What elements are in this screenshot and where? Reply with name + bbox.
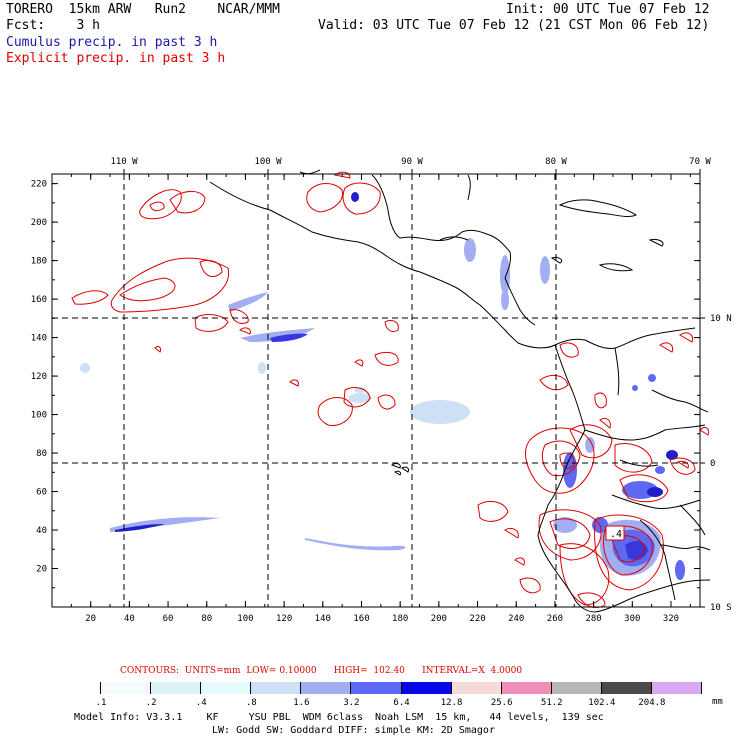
y-tick-label: 20 bbox=[36, 565, 47, 575]
x-tick-label: 280 bbox=[585, 614, 601, 624]
precip-shading bbox=[80, 192, 685, 580]
x-tick-label: 320 bbox=[663, 614, 679, 624]
valid-time: Valid: 03 UTC Tue 07 Feb 12 (21 CST Mon … bbox=[318, 18, 710, 33]
longitude-label: 100 W bbox=[254, 157, 282, 167]
x-tick-label: 220 bbox=[469, 614, 485, 624]
x-tick-label: 300 bbox=[624, 614, 640, 624]
x-tick-label: 260 bbox=[547, 614, 563, 624]
y-tick-label: 160 bbox=[31, 295, 47, 305]
coastlines bbox=[209, 169, 711, 613]
contours-info: CONTOURS: UNITS=mm LOW= 0.10000 HIGH= 10… bbox=[120, 666, 523, 676]
x-tick-label: 160 bbox=[353, 614, 369, 624]
y-tick-label: 200 bbox=[31, 218, 47, 228]
model-info: Model Info: V3.3.1 KF YSU PBL WDM 6class… bbox=[74, 712, 604, 723]
x-tick-label: 60 bbox=[163, 614, 174, 624]
svg-text:.4: .4 bbox=[610, 529, 622, 540]
longitude-labels: 110 W 100 W 90 W 80 W 70 W bbox=[110, 157, 711, 174]
y-tick-label: 120 bbox=[31, 372, 47, 382]
y-tick-label: 180 bbox=[31, 257, 47, 267]
lat-lon-grid bbox=[52, 174, 700, 607]
explicit-legend: Explicit precip. in past 3 h bbox=[6, 51, 226, 66]
y-tick-labels: 220 200 180 160 140 120 100 80 60 40 20 bbox=[31, 180, 47, 575]
x-tick-label: 180 bbox=[392, 614, 408, 624]
colorbar-unit: mm bbox=[712, 697, 723, 707]
cumulus-legend: Cumulus precip. in past 3 h bbox=[6, 35, 218, 50]
x-tick-label: 40 bbox=[124, 614, 135, 624]
y-tick-label: 140 bbox=[31, 334, 47, 344]
x-tick-labels: 20 40 60 80 100 120 140 160 180 200 220 240 260 280 30… bbox=[85, 614, 679, 624]
latitude-label: 10 S bbox=[710, 603, 732, 613]
longitude-label: 90 W bbox=[401, 157, 423, 167]
y-tick-label: 40 bbox=[36, 526, 47, 536]
init-time: Init: 00 UTC Tue 07 Feb 12 bbox=[506, 2, 710, 17]
physics-info: LW: Godd SW: Goddard DIFF: simple KM: 2D… bbox=[212, 725, 495, 736]
longitude-label: 70 W bbox=[689, 157, 711, 167]
x-tick-label: 140 bbox=[315, 614, 331, 624]
x-tick-label: 200 bbox=[431, 614, 447, 624]
y-tick-label: 80 bbox=[36, 449, 47, 459]
latitude-label: 0 bbox=[710, 459, 715, 469]
longitude-label: 80 W bbox=[545, 157, 567, 167]
model-title: TORERO 15km ARW Run2 NCAR/MMM bbox=[6, 2, 280, 17]
x-tick-label: 100 bbox=[237, 614, 253, 624]
y-tick-label: 220 bbox=[31, 180, 47, 190]
x-tick-label: 120 bbox=[276, 614, 292, 624]
x-tick-label: 240 bbox=[508, 614, 524, 624]
y-tick-label: 100 bbox=[31, 411, 47, 421]
x-tick-label: 20 bbox=[85, 614, 96, 624]
forecast-hour: Fcst: 3 h bbox=[6, 18, 100, 33]
latitude-labels: 10 N 0 10 S bbox=[700, 314, 732, 613]
latitude-label: 10 N bbox=[710, 314, 732, 324]
longitude-label: 110 W bbox=[110, 157, 138, 167]
y-tick-label: 60 bbox=[36, 488, 47, 498]
explicit-precip-contours bbox=[71, 171, 709, 608]
x-tick-label: 80 bbox=[201, 614, 212, 624]
